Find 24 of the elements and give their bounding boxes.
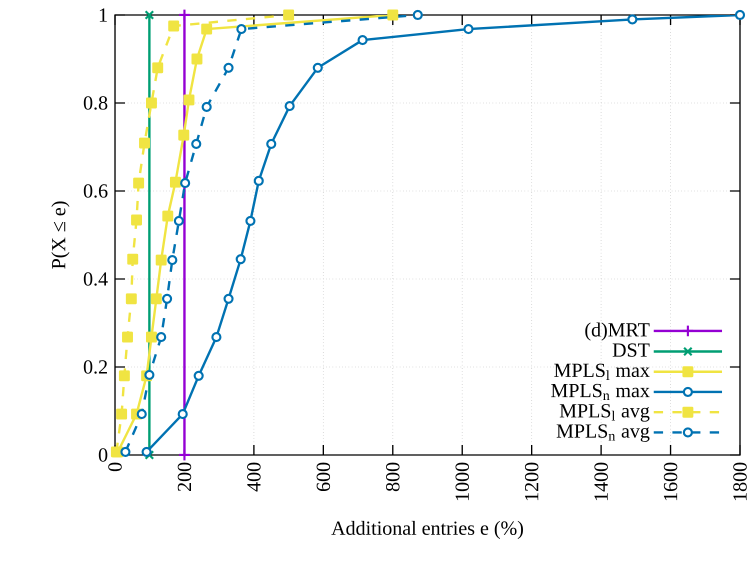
x-tick-label: 1400 xyxy=(594,462,608,500)
y-tick-label: 0.2 xyxy=(84,360,107,374)
x-tick-label: 600 xyxy=(316,462,330,492)
x-tick-label: 400 xyxy=(247,462,261,492)
x-tick-label: 200 xyxy=(178,462,192,492)
legend-label: DST xyxy=(612,343,650,357)
legend-label: MPLS$_{n}$ max xyxy=(551,384,650,400)
y-axis-title: P(X ≤ e) xyxy=(51,202,70,269)
y-tick-label: 1 xyxy=(100,8,107,22)
y-tick-label: 0.4 xyxy=(84,272,108,286)
legend-label: MPLS$_{l}$ avg xyxy=(560,404,650,422)
x-axis-title: Additional entries e (%) xyxy=(331,520,523,539)
y-tick-label: 0 xyxy=(98,448,108,462)
x-tick-label: 1000 xyxy=(455,462,469,500)
legend-label: (d)MRT xyxy=(585,322,650,341)
legend-label: MPLS$_{l}$ max xyxy=(554,364,650,380)
x-tick-label: 1800 xyxy=(733,462,747,500)
y-tick-label: 0.6 xyxy=(84,184,108,198)
legend-label: MPLS$_{n}$ avg xyxy=(556,424,650,442)
x-tick-label: 800 xyxy=(386,462,400,492)
y-tick-label: 0.8 xyxy=(84,96,108,110)
x-tick-label: 1600 xyxy=(664,462,678,500)
x-tick-label: 1200 xyxy=(524,462,538,500)
x-tick-label: 0 xyxy=(108,462,122,472)
